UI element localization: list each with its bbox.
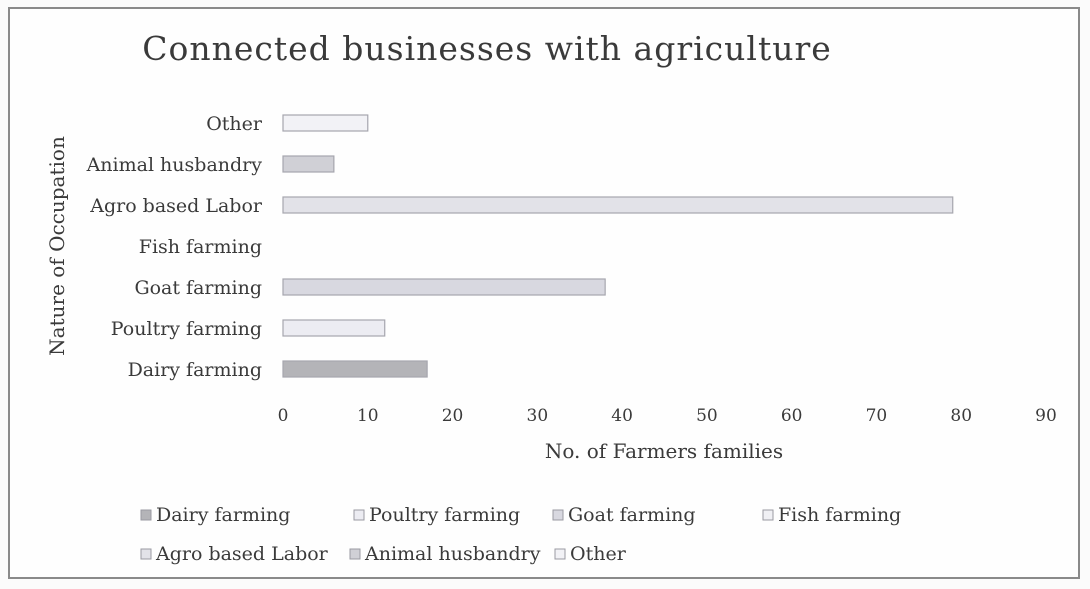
legend-label-poultry-farming: Poultry farming [369, 504, 520, 526]
category-label-goat-farming: Goat farming [134, 277, 262, 299]
x-axis-label: No. of Farmers families [545, 439, 783, 463]
legend-swatch-goat-farming [552, 509, 564, 521]
x-tick-70: 70 [866, 406, 888, 426]
bar-agro-based-labor [282, 196, 954, 214]
x-tick-60: 60 [781, 406, 803, 426]
legend-swatch-other [554, 548, 566, 560]
category-label-other: Other [206, 113, 263, 135]
x-tick-30: 30 [527, 406, 549, 426]
bar-goat-farming [282, 278, 606, 296]
category-label-dairy-farming: Dairy farming [128, 359, 262, 381]
bars [282, 114, 954, 378]
legend-label-animal-husbandry: Animal husbandry [364, 543, 541, 565]
bar-poultry-farming [282, 319, 386, 337]
legend: Dairy farming Poultry farming Goat farming… [140, 504, 901, 565]
chart-title: Connected businesses with agriculture [142, 29, 832, 68]
legend-label-other: Other [570, 543, 627, 565]
category-label-poultry-farming: Poultry farming [111, 318, 262, 340]
bar-other [282, 114, 369, 132]
x-tick-0: 0 [278, 406, 289, 426]
x-tick-50: 50 [696, 406, 718, 426]
x-tick-80: 80 [950, 406, 972, 426]
legend-swatch-animal-husbandry [349, 548, 361, 560]
category-label-agro-based-labor: Agro based Labor [89, 195, 263, 217]
legend-label-fish-farming: Fish farming [778, 504, 901, 526]
x-tick-labels: 0 10 20 30 40 50 60 70 80 90 [278, 406, 1057, 426]
legend-swatch-poultry-farming [353, 509, 365, 521]
legend-label-goat-farming: Goat farming [568, 504, 696, 526]
x-tick-90: 90 [1035, 406, 1057, 426]
category-label-fish-farming: Fish farming [139, 236, 262, 258]
legend-swatch-agro-based-labor [140, 548, 152, 560]
legend-swatch-fish-farming [762, 509, 774, 521]
y-axis-label: Nature of Occupation [45, 136, 69, 356]
x-tick-20: 20 [442, 406, 464, 426]
bar-dairy-farming [282, 360, 428, 378]
legend-label-dairy-farming: Dairy farming [156, 504, 290, 526]
category-labels: Dairy farming Poultry farming Goat farming… [86, 113, 263, 381]
x-tick-10: 10 [357, 406, 379, 426]
category-label-animal-husbandry: Animal husbandry [86, 154, 263, 176]
legend-swatch-dairy-farming [140, 509, 152, 521]
x-tick-40: 40 [611, 406, 633, 426]
bar-animal-husbandry [282, 155, 335, 173]
legend-label-agro-based-labor: Agro based Labor [155, 543, 329, 565]
